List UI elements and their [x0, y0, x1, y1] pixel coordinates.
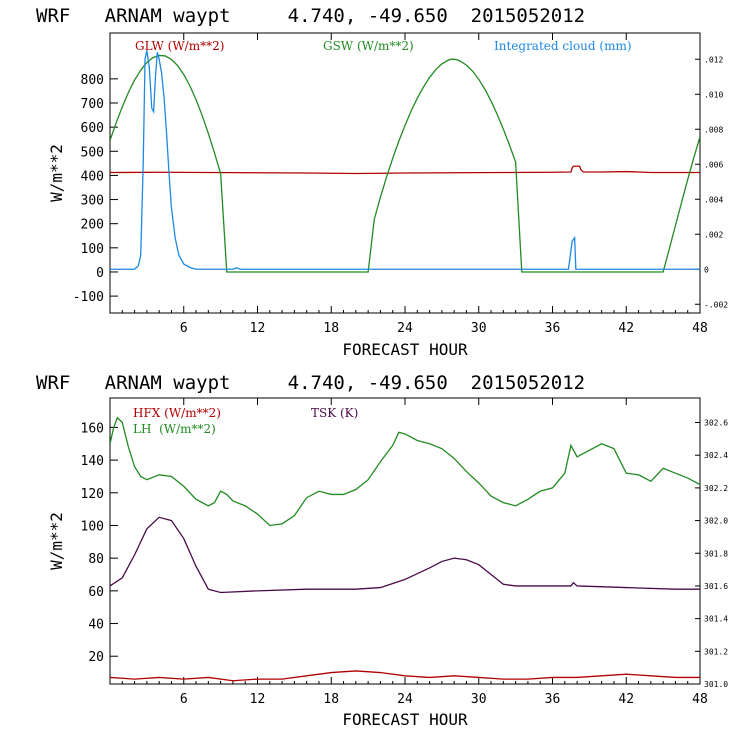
y2-tick-label: .010	[704, 90, 723, 99]
legend-entry-integrated: Integrated cloud (mm)	[494, 39, 632, 53]
series-line-integrated	[110, 50, 700, 270]
x-tick-label: 48	[692, 692, 708, 707]
x-tick-label: 18	[323, 692, 339, 707]
y-tick-label: 60	[88, 585, 104, 600]
y2-tick-label: 301.8	[704, 549, 728, 558]
y-tick-label: 120	[81, 487, 104, 502]
x-tick-label: 12	[250, 321, 266, 336]
y2-tick-label: 301.6	[704, 582, 728, 591]
chart-panel-1: WRF ARNAM waypt 4.740, -49.650 201505201…	[36, 5, 728, 359]
y2-tick-label: 301.2	[704, 647, 728, 656]
x-tick-label: 30	[471, 692, 487, 707]
y2-tick-label: 302.0	[704, 517, 728, 526]
legend-entry-lh: LH (W/m**2)	[133, 422, 216, 436]
y-tick-label: 600	[81, 121, 104, 136]
y-tick-label: 800	[81, 73, 104, 88]
y-tick-label: -100	[73, 290, 104, 305]
y-tick-label: 400	[81, 169, 104, 184]
chart-panel-2: WRF ARNAM waypt 4.740, -49.650 201505201…	[36, 372, 728, 729]
y-tick-label: 160	[81, 421, 104, 436]
legend-entry-gsw: GSW (W/m**2)	[323, 39, 414, 53]
chart-title: WRF ARNAM waypt 4.740, -49.650 201505201…	[36, 5, 585, 27]
y2-tick-label: .002	[704, 230, 723, 239]
y-tick-label: 100	[81, 242, 104, 257]
series-line-lh	[110, 416, 700, 527]
y-tick-label: 700	[81, 97, 104, 112]
y2-tick-label: .008	[704, 125, 723, 134]
x-axis-label: FORECAST HOUR	[342, 710, 468, 729]
series-line-hfx	[110, 670, 700, 682]
y-tick-label: 0	[96, 266, 104, 281]
legend-entry-tsk: TSK (K)	[311, 406, 358, 420]
x-tick-label: 42	[618, 321, 634, 336]
y2-tick-label: .004	[704, 195, 723, 204]
x-tick-label: 18	[323, 321, 339, 336]
y2-tick-label: 302.4	[704, 451, 728, 460]
y2-tick-label: 0	[704, 265, 709, 274]
y-tick-label: 40	[88, 618, 104, 633]
y-tick-label: 200	[81, 218, 104, 233]
y-tick-label: 300	[81, 194, 104, 209]
y-tick-label: 140	[81, 454, 104, 469]
y2-tick-label: 302.6	[704, 419, 728, 428]
y2-tick-label: .006	[704, 160, 723, 169]
plot-frame	[109, 397, 701, 685]
x-axis-label: FORECAST HOUR	[342, 340, 468, 359]
x-tick-label: 30	[471, 321, 487, 336]
y-tick-label: 80	[88, 552, 104, 567]
y-tick-label: 20	[88, 650, 104, 665]
x-tick-label: 48	[692, 321, 708, 336]
x-tick-label: 6	[180, 321, 188, 336]
x-tick-label: 24	[397, 321, 413, 336]
y2-tick-label: -.002	[704, 300, 728, 309]
legend-entry-hfx: HFX (W/m**2)	[133, 406, 221, 420]
chart-title: WRF ARNAM waypt 4.740, -49.650 201505201…	[36, 372, 585, 394]
x-tick-label: 36	[545, 321, 561, 336]
series-line-gsw	[110, 54, 700, 273]
y2-tick-label: 301.4	[704, 615, 728, 624]
y-tick-label: 100	[81, 519, 104, 534]
y2-tick-label: 302.2	[704, 484, 728, 493]
x-tick-label: 6	[180, 692, 188, 707]
series-line-tsk	[110, 516, 700, 594]
x-tick-label: 36	[545, 692, 561, 707]
legend-entry-glw: GLW (W/m**2)	[135, 39, 224, 53]
y2-tick-label: 301.0	[704, 680, 728, 689]
y2-tick-label: .012	[704, 55, 723, 64]
x-tick-label: 42	[618, 692, 634, 707]
x-tick-label: 12	[250, 692, 266, 707]
y-axis-label: W/m**2	[47, 512, 66, 570]
y-tick-label: 500	[81, 145, 104, 160]
series-line-glw	[110, 165, 700, 175]
y-axis-label: W/m**2	[47, 144, 66, 202]
x-tick-label: 24	[397, 692, 413, 707]
